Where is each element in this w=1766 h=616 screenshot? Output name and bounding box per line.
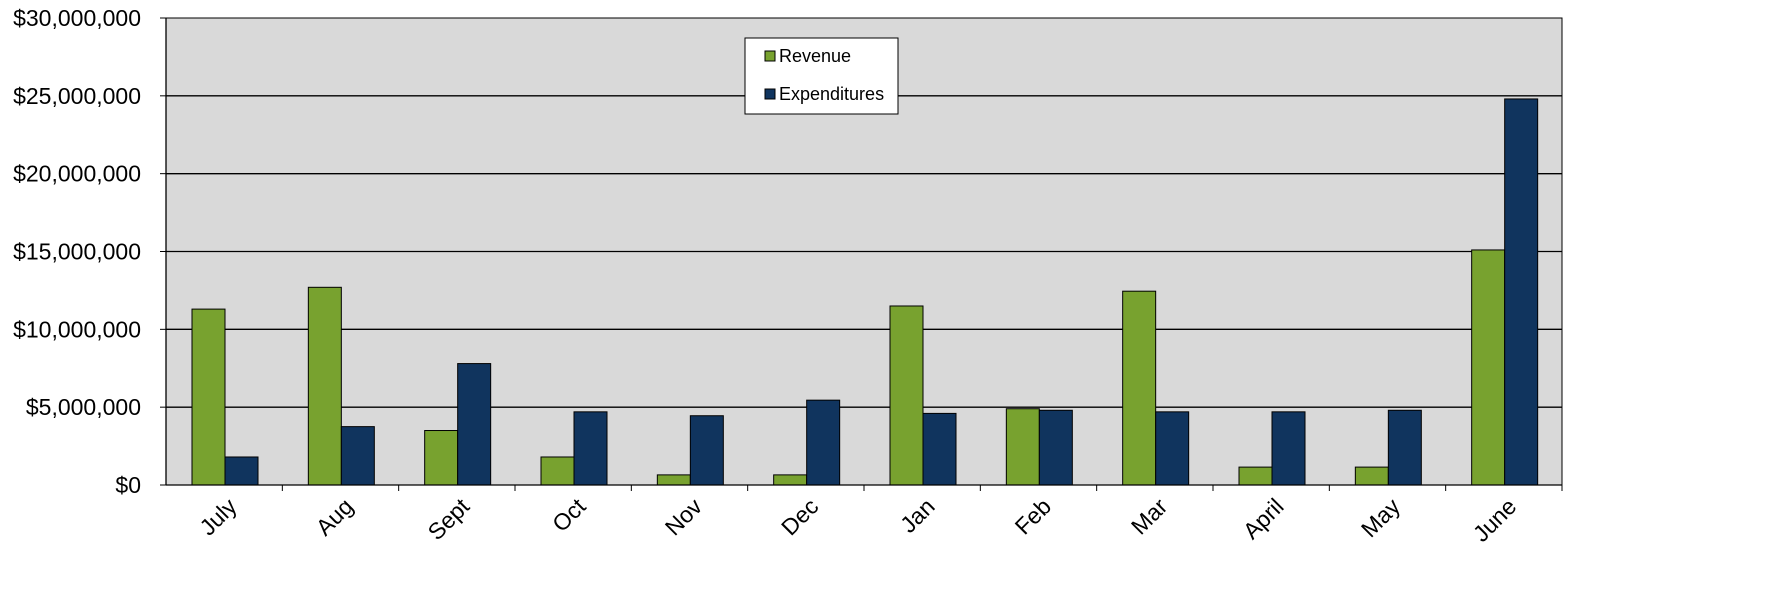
- bar-expenditures-oct: [573, 411, 608, 486]
- bar-expenditures-aug: [340, 426, 375, 486]
- bar-expenditures-april: [1271, 411, 1306, 486]
- x-tick-label-nov: Nov: [660, 493, 708, 541]
- x-tick-label-oct: Oct: [547, 493, 591, 537]
- bar-revenue-nov: [656, 474, 691, 486]
- legend-swatch-expenditures: [764, 88, 776, 100]
- x-tick-label-mar: Mar: [1126, 493, 1173, 540]
- y-tick-label: $10,000,000: [13, 316, 141, 342]
- bar-revenue-june: [1471, 249, 1506, 486]
- y-tick-labels: $0 $5,000,000 $10,000,000 $15,000,000 $20,00…: [13, 5, 141, 498]
- bar-expenditures-july: [224, 456, 259, 486]
- bar-revenue-jan: [889, 305, 924, 486]
- bar-revenue-mar: [1122, 290, 1157, 486]
- axes: [160, 17, 1563, 491]
- bar-revenue-feb: [1005, 408, 1040, 486]
- x-tick-labels: July Aug Sept Oct Nov Dec Jan Feb Mar April May Jun…: [194, 493, 1521, 547]
- bar-revenue-sept: [424, 430, 459, 486]
- x-tick-label-april: April: [1238, 493, 1289, 544]
- y-tick-label: $15,000,000: [13, 239, 141, 265]
- bar-expenditures-jan: [922, 412, 957, 486]
- y-tick-label: $20,000,000: [13, 161, 141, 187]
- y-tick-label: $0: [115, 472, 141, 498]
- bar-revenue-may: [1354, 466, 1389, 486]
- bar-expenditures-feb: [1038, 409, 1073, 486]
- bar-revenue-aug: [307, 286, 342, 486]
- bar-expenditures-dec: [806, 399, 841, 486]
- x-tick-label-sept: Sept: [423, 493, 475, 545]
- x-tick-label-july: July: [194, 493, 242, 541]
- bar-revenue-oct: [540, 456, 575, 486]
- x-tick-label-june: June: [1468, 493, 1522, 547]
- bar-expenditures-nov: [689, 415, 724, 486]
- legend: Revenue Expenditures: [744, 37, 899, 115]
- y-tick-label: $25,000,000: [13, 83, 141, 109]
- y-tick-label: $30,000,000: [13, 5, 141, 31]
- bar-revenue-dec: [773, 474, 808, 486]
- x-tick-label-may: May: [1356, 493, 1405, 542]
- x-tick-label-aug: Aug: [311, 493, 358, 540]
- y-tick-label: $5,000,000: [26, 394, 141, 420]
- bar-revenue-july: [191, 308, 226, 486]
- bar-expenditures-sept: [457, 363, 492, 486]
- legend-label-expenditures: Expenditures: [779, 84, 884, 104]
- bar-revenue-april: [1238, 466, 1273, 486]
- x-tick-label-feb: Feb: [1010, 493, 1056, 539]
- legend-label-revenue: Revenue: [779, 46, 851, 66]
- bar-expenditures-may: [1387, 409, 1422, 486]
- bar-expenditures-mar: [1155, 411, 1190, 486]
- bars: [191, 98, 1539, 486]
- x-tick-label-dec: Dec: [776, 493, 823, 540]
- x-tick-label-jan: Jan: [895, 493, 940, 538]
- legend-swatch-revenue: [764, 50, 776, 62]
- bar-expenditures-june: [1504, 98, 1539, 486]
